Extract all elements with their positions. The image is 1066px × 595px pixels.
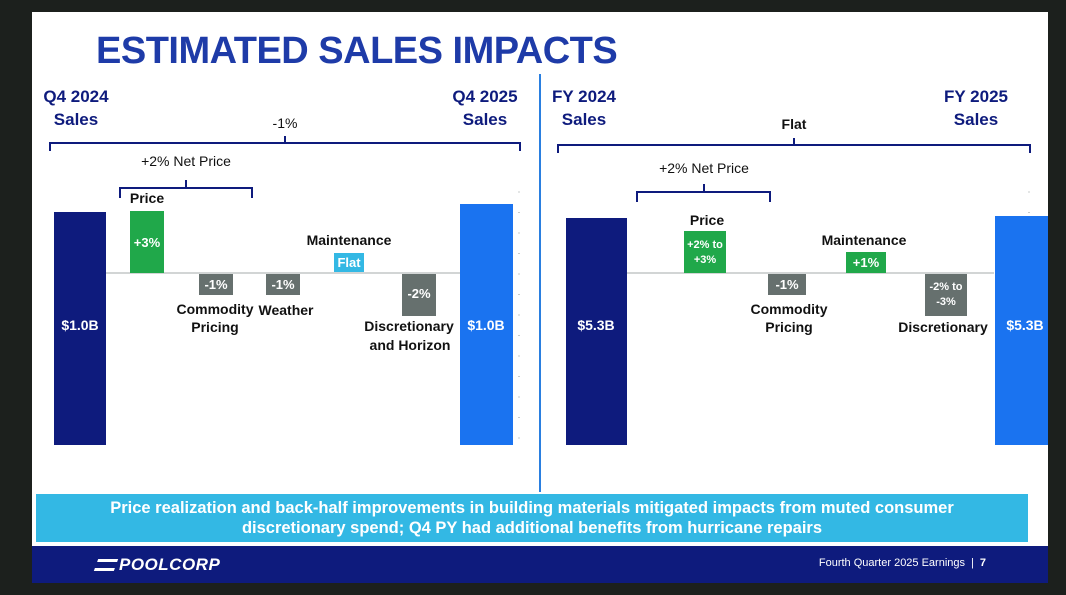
q4-net-price-bracket xyxy=(119,180,253,198)
q4-maintenance-name: Maintenance xyxy=(307,232,392,248)
summary-banner-line1: Price realization and back-half improvem… xyxy=(110,499,954,517)
q4-start-bar xyxy=(54,212,106,445)
fy-overall-bracket xyxy=(557,138,1031,153)
fy-start-header-line1: FY 2024 xyxy=(552,87,617,106)
fy-price-bar-label-line2: +3% xyxy=(694,254,717,266)
poolcorp-logo-text: POOLCORP xyxy=(119,555,221,574)
fy-commodity-name-line2: Pricing xyxy=(765,319,812,335)
fy-price-name: Price xyxy=(690,212,724,228)
fy-commodity-name-line1: Commodity xyxy=(751,301,828,317)
fy-maintenance-bar-label: +1% xyxy=(853,255,880,270)
poolcorp-logo-icon xyxy=(93,559,119,571)
q4-maintenance-bar-label: Flat xyxy=(337,255,361,270)
fy-discretionary-name: Discretionary xyxy=(898,319,988,335)
q4-overall-change: -1% xyxy=(273,115,298,131)
footer-separator: | xyxy=(971,557,974,569)
q4-commodity-name-line2: Pricing xyxy=(191,319,238,335)
q4-commodity-bar xyxy=(199,274,233,295)
fy-price-bar xyxy=(684,231,726,273)
fy-discretionary-bar-label-line2: -3% xyxy=(936,296,956,308)
fy-start-bar-value: $5.3B xyxy=(577,317,614,333)
fy-start-header-line2: Sales xyxy=(562,110,606,129)
q4-weather-bar-label: -1% xyxy=(271,277,295,292)
slide-title: ESTIMATED SALES IMPACTS xyxy=(96,30,618,72)
q4-commodity-bar-label: -1% xyxy=(204,277,228,292)
q4-discretionary-name-line1: Discretionary xyxy=(364,318,454,334)
q4-weather-name: Weather xyxy=(259,302,315,318)
q4-overall-bracket xyxy=(49,136,521,151)
fy-discretionary-bar xyxy=(925,274,967,316)
fy-end-bar xyxy=(995,216,1048,445)
summary-banner: Price realization and back-half improvem… xyxy=(36,494,1028,542)
q4-commodity-name-line1: Commodity xyxy=(177,301,254,317)
q4-start-bar-value: $1.0B xyxy=(61,317,98,333)
summary-banner-line2: discretionary spend; Q4 PY had additiona… xyxy=(241,519,823,537)
fy-commodity-bar xyxy=(768,274,806,295)
slide: ESTIMATED SALES IMPACTS Q4 2024 Sales Q4… xyxy=(32,12,1048,583)
q4-discretionary-name-line2: and Horizon xyxy=(370,337,451,353)
panel-divider xyxy=(539,74,541,492)
fy-end-header-line1: FY 2025 xyxy=(944,87,1008,106)
poolcorp-logo: POOLCORP xyxy=(93,555,221,575)
fy-discretionary-bar-label-line1: -2% to xyxy=(930,281,963,293)
footer: POOLCORP Fourth Quarter 2025 Earnings | 7 xyxy=(32,546,1048,583)
q4-net-price-label: +2% Net Price xyxy=(141,153,231,169)
q4-gridlines xyxy=(518,191,520,439)
footer-meta: Fourth Quarter 2025 Earnings | 7 xyxy=(819,557,986,569)
fy-waterfall-chart: FY 2024 Sales FY 2025 Sales Flat +2% Net… xyxy=(552,87,1048,445)
q4-weather-bar xyxy=(266,274,300,295)
footer-text: Fourth Quarter 2025 Earnings xyxy=(818,557,966,569)
fy-maintenance-name: Maintenance xyxy=(822,232,907,248)
q4-price-bar-label: +3% xyxy=(134,235,161,250)
fy-maintenance-bar xyxy=(846,252,886,273)
q4-discretionary-bar xyxy=(402,274,436,316)
q4-start-header-line2: Sales xyxy=(54,110,98,129)
q4-end-bar xyxy=(460,204,513,445)
q4-waterfall-chart: Q4 2024 Sales Q4 2025 Sales -1% +2% Net … xyxy=(43,87,521,445)
fy-end-header-line2: Sales xyxy=(954,110,998,129)
page-number: 7 xyxy=(979,557,986,569)
q4-end-header-line1: Q4 2025 xyxy=(452,87,517,106)
fy-net-price-bracket xyxy=(636,184,771,202)
q4-price-name: Price xyxy=(130,190,164,206)
q4-maintenance-bar xyxy=(334,253,364,272)
q4-price-bar xyxy=(130,211,164,273)
q4-end-bar-value: $1.0B xyxy=(467,317,504,333)
fy-price-bar-label-line1: +2% to xyxy=(687,239,723,251)
q4-start-header-line1: Q4 2024 xyxy=(43,87,109,106)
fy-start-bar xyxy=(566,218,627,445)
fy-end-bar-value: $5.3B xyxy=(1006,317,1043,333)
fy-commodity-bar-label: -1% xyxy=(775,277,799,292)
q4-end-header-line2: Sales xyxy=(463,110,507,129)
fy-overall-change: Flat xyxy=(782,116,807,132)
q4-discretionary-bar-label: -2% xyxy=(407,286,431,301)
fy-net-price-label: +2% Net Price xyxy=(659,160,749,176)
